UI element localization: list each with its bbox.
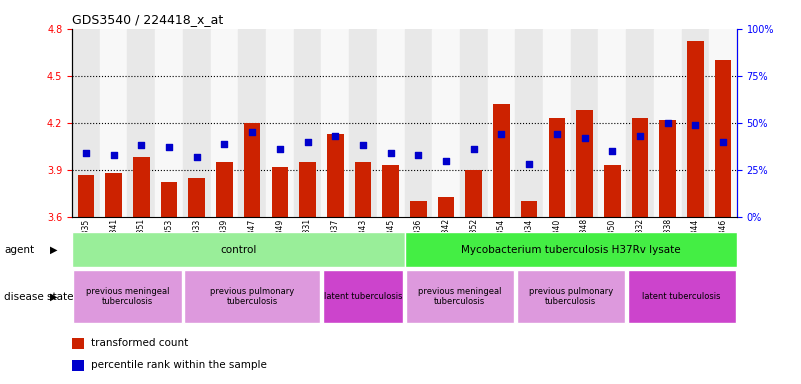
Bar <box>216 162 233 217</box>
Bar <box>654 29 682 217</box>
Bar <box>239 29 266 217</box>
Bar <box>72 29 100 217</box>
Bar <box>437 197 454 217</box>
Bar <box>433 29 460 217</box>
Point <box>191 154 203 160</box>
Point <box>606 148 618 154</box>
Bar <box>72 360 84 371</box>
Point <box>689 122 702 128</box>
Bar <box>155 29 183 217</box>
Bar <box>598 29 626 217</box>
Text: previous pulmonary
tuberculosis: previous pulmonary tuberculosis <box>529 287 613 306</box>
Bar <box>405 29 433 217</box>
Text: previous pulmonary
tuberculosis: previous pulmonary tuberculosis <box>210 287 294 306</box>
Point <box>163 144 175 151</box>
Bar <box>183 29 211 217</box>
Bar <box>659 120 676 217</box>
Point <box>246 129 259 136</box>
Bar <box>682 29 709 217</box>
Bar <box>515 29 543 217</box>
Bar <box>106 173 122 217</box>
Bar <box>188 178 205 217</box>
Bar <box>323 270 403 323</box>
Bar <box>72 338 84 349</box>
Bar <box>266 29 294 217</box>
Bar <box>161 182 177 217</box>
Text: ▶: ▶ <box>50 291 57 302</box>
Text: Mycobacterium tuberculosis H37Rv lysate: Mycobacterium tuberculosis H37Rv lysate <box>461 245 681 255</box>
Bar <box>465 170 482 217</box>
Bar <box>327 134 344 217</box>
Bar <box>604 165 621 217</box>
Bar <box>294 29 321 217</box>
Bar <box>300 162 316 217</box>
Bar <box>272 167 288 217</box>
Bar <box>321 29 349 217</box>
Bar <box>74 270 182 323</box>
Text: control: control <box>220 245 256 255</box>
Bar <box>521 201 537 217</box>
Bar <box>460 29 488 217</box>
Bar <box>78 175 95 217</box>
Bar <box>349 29 376 217</box>
Point <box>523 161 536 167</box>
Point <box>634 133 646 139</box>
Bar <box>72 232 405 267</box>
Text: previous meningeal
tuberculosis: previous meningeal tuberculosis <box>418 287 501 306</box>
Text: GDS3540 / 224418_x_at: GDS3540 / 224418_x_at <box>72 13 223 26</box>
Bar <box>576 110 593 217</box>
Bar <box>376 29 405 217</box>
Bar <box>382 165 399 217</box>
Bar <box>714 60 731 217</box>
Point <box>578 135 591 141</box>
Point <box>218 141 231 147</box>
Bar <box>493 104 509 217</box>
Bar <box>709 29 737 217</box>
Bar <box>687 41 703 217</box>
Bar <box>632 118 648 217</box>
Bar <box>410 201 427 217</box>
Text: transformed count: transformed count <box>91 338 188 348</box>
Bar <box>405 232 737 267</box>
Bar <box>133 157 150 217</box>
Bar <box>100 29 127 217</box>
Bar <box>211 29 239 217</box>
Bar <box>488 29 515 217</box>
Bar <box>355 162 372 217</box>
Bar <box>626 29 654 217</box>
Text: latent tuberculosis: latent tuberculosis <box>324 292 402 301</box>
Point <box>356 142 369 149</box>
Bar <box>627 270 735 323</box>
Point <box>135 142 147 149</box>
Text: agent: agent <box>4 245 34 255</box>
Bar <box>571 29 598 217</box>
Point <box>79 150 92 156</box>
Bar <box>543 29 570 217</box>
Bar <box>549 118 566 217</box>
Point <box>329 133 342 139</box>
Point <box>467 146 480 152</box>
Point <box>107 152 120 158</box>
Bar <box>244 123 260 217</box>
Bar <box>127 29 155 217</box>
Point <box>550 131 563 137</box>
Text: previous meningeal
tuberculosis: previous meningeal tuberculosis <box>86 287 169 306</box>
Point <box>662 120 674 126</box>
Point <box>717 139 730 145</box>
Text: ▶: ▶ <box>50 245 57 255</box>
Point <box>273 146 286 152</box>
Bar <box>406 270 514 323</box>
Point <box>412 152 425 158</box>
Point <box>495 131 508 137</box>
Point <box>301 139 314 145</box>
Bar <box>517 270 625 323</box>
Point <box>384 150 397 156</box>
Text: disease state: disease state <box>4 291 74 302</box>
Text: percentile rank within the sample: percentile rank within the sample <box>91 360 267 370</box>
Text: latent tuberculosis: latent tuberculosis <box>642 292 721 301</box>
Bar <box>184 270 320 323</box>
Point <box>440 157 453 164</box>
